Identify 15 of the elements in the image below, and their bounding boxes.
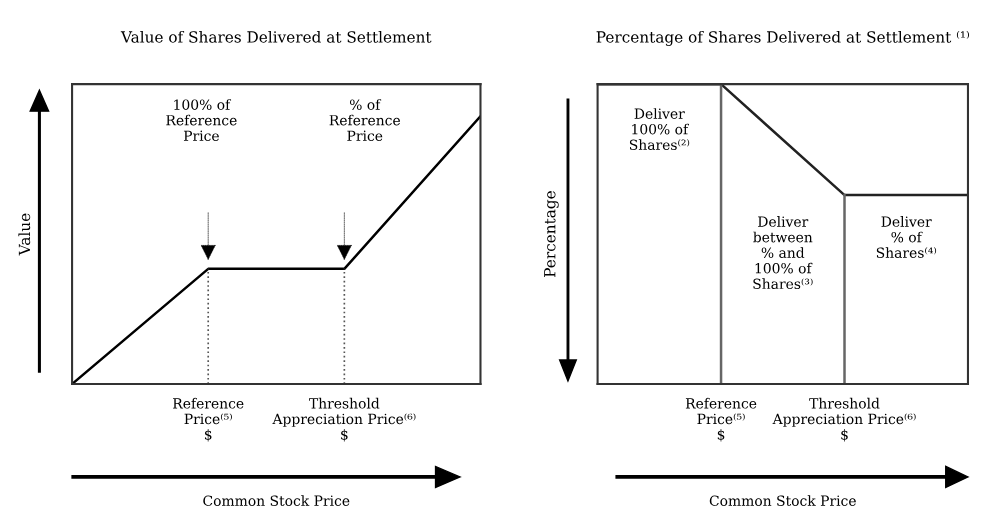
chart-title: Value of Shares Delivered at Settlement bbox=[120, 30, 432, 43]
annotation: 100% of Reference Price bbox=[166, 99, 237, 142]
x-axis-title: Common Stock Price bbox=[709, 495, 856, 506]
y-axis-title: Value bbox=[18, 213, 31, 256]
annotation: Deliver between % and 100% of Shares⁽³⁾ bbox=[753, 216, 813, 290]
annotation: Deliver % of Shares⁽⁴⁾ bbox=[876, 216, 937, 258]
annotation: Deliver 100% of Shares⁽²⁾ bbox=[629, 108, 690, 150]
x-tick-label: Reference Price⁽⁵⁾ $ bbox=[173, 397, 244, 442]
x-tick-label: Threshold Appreciation Price⁽⁶⁾ $ bbox=[272, 397, 416, 442]
x-tick-label: Threshold Appreciation Price⁽⁶⁾ $ bbox=[772, 397, 916, 442]
annotation: % of Reference Price bbox=[329, 99, 400, 142]
y-axis-title: Percentage bbox=[544, 191, 559, 277]
chart-title: Percentage of Shares Delivered at Settlement ⁽¹⁾ bbox=[596, 30, 970, 46]
x-tick-label: Reference Price⁽⁵⁾ $ bbox=[685, 397, 757, 442]
x-axis-title: Common Stock Price bbox=[203, 495, 350, 506]
